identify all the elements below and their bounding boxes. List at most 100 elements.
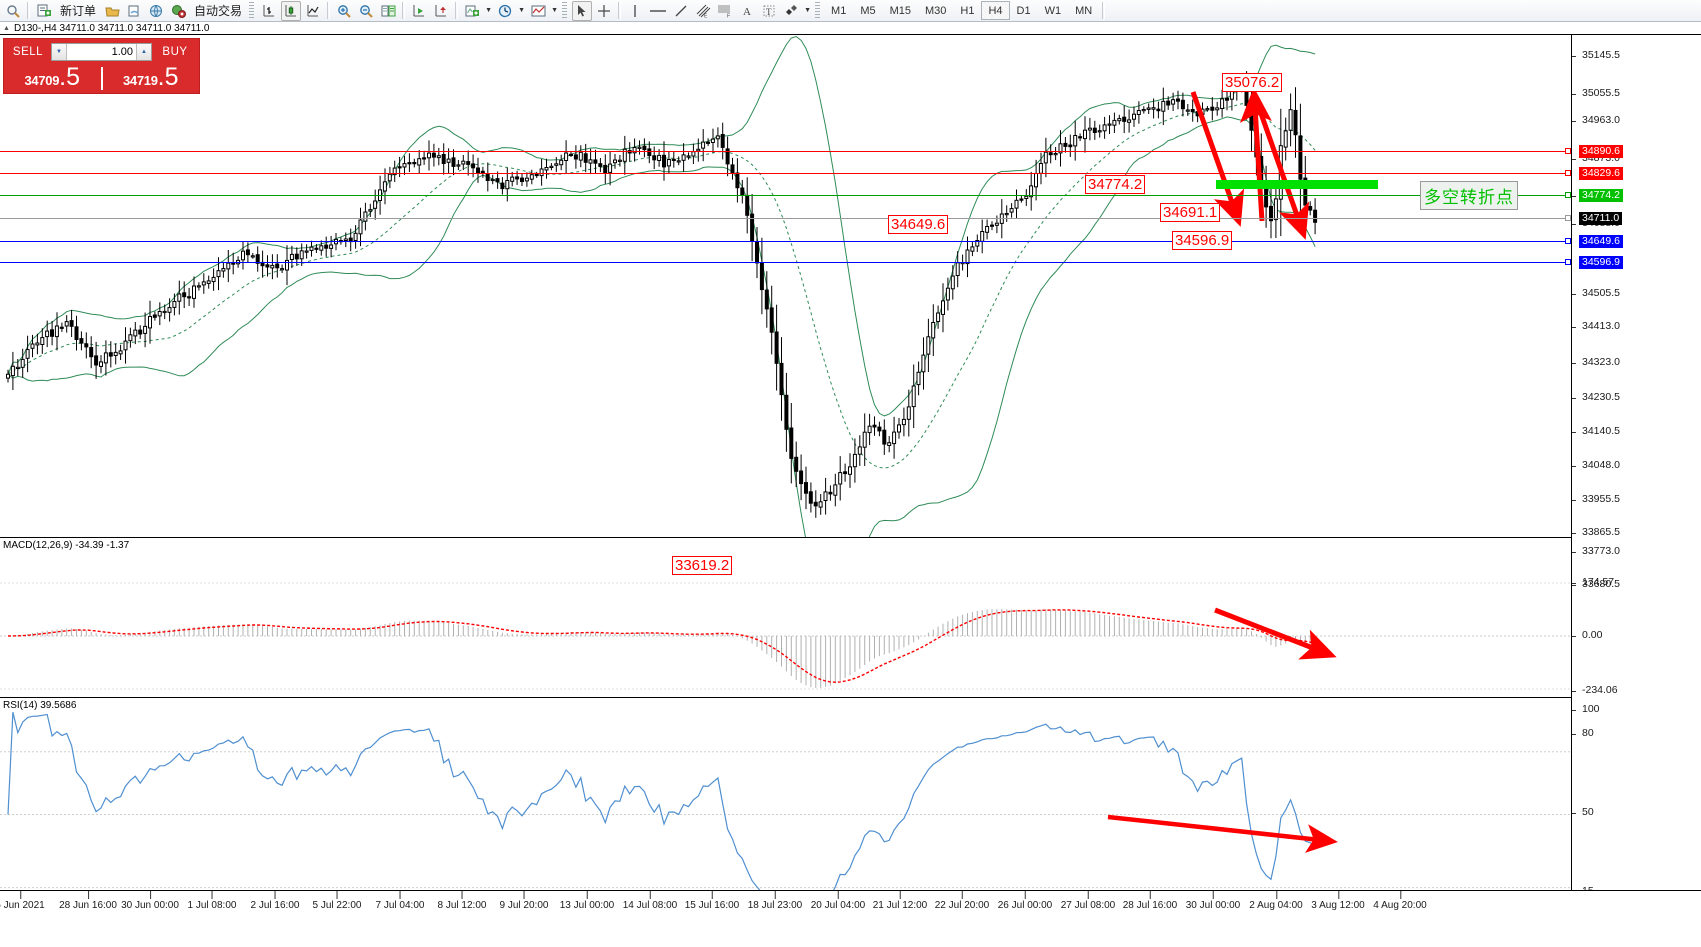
timeframe-m5[interactable]: M5 xyxy=(860,4,876,17)
timeframe-m30[interactable]: M30 xyxy=(925,4,947,17)
macd-pane[interactable]: MACD(12,26,9) -34.39 -1.37 xyxy=(0,537,1571,697)
price-label-last-price[interactable]: 34711.0 xyxy=(1579,212,1623,225)
templates-dropdown-arrow[interactable]: ▼ xyxy=(551,7,558,14)
shift-end-icon[interactable] xyxy=(431,1,451,21)
indicators-icon[interactable] xyxy=(462,1,482,21)
shapes-dropdown-arrow[interactable]: ▼ xyxy=(804,7,811,14)
indicators-dropdown-arrow[interactable]: ▼ xyxy=(485,7,492,14)
level-line-resistance-2[interactable] xyxy=(0,173,1571,174)
print-preview-icon[interactable] xyxy=(124,1,144,21)
price-axis[interactable]: 35145.535055.534963.034873.034774.234688… xyxy=(1571,35,1701,925)
line-chart-icon[interactable] xyxy=(303,1,323,21)
price-pane[interactable] xyxy=(0,35,1571,537)
vline-icon[interactable] xyxy=(625,1,645,21)
level-line-resistance-1-handle[interactable] xyxy=(1565,148,1571,154)
sell-button[interactable]: 34709.5 xyxy=(4,64,101,93)
annotation-33619[interactable]: 33619.2 xyxy=(672,556,733,575)
autotrading-icon[interactable] xyxy=(168,1,188,21)
timeframe-mn[interactable]: MN xyxy=(1075,4,1093,17)
chart-area[interactable]: MACD(12,26,9) -34.39 -1.37 RSI(14) 39.56… xyxy=(0,35,1701,938)
price-label-resistance-red[interactable]: 34890.6 xyxy=(1579,145,1623,158)
time-tick-label: 28 Jun 16:00 xyxy=(59,900,117,911)
level-line-resistance-1[interactable] xyxy=(0,151,1571,152)
price-label-support-blue[interactable]: 34649.6 xyxy=(1579,235,1623,248)
level-line-last-price-handle[interactable] xyxy=(1565,215,1571,221)
timeframe-m15[interactable]: M15 xyxy=(889,4,911,17)
equidistant-channel-icon[interactable]: E xyxy=(693,1,713,21)
toolbar-grip-2[interactable] xyxy=(562,2,568,19)
candle-chart-icon[interactable] xyxy=(281,0,302,21)
cursor-icon[interactable] xyxy=(572,0,593,21)
time-tick: 5 Jun 2021 xyxy=(0,891,45,911)
tile-windows-icon[interactable] xyxy=(378,1,398,21)
volume-stepper[interactable]: ▼ 1.00 ▲ xyxy=(51,42,152,61)
period-dropdown-arrow[interactable]: ▼ xyxy=(518,7,525,14)
annotation-34596[interactable]: 34596.9 xyxy=(1172,231,1233,250)
toolbar-grip[interactable] xyxy=(249,2,255,19)
level-line-last-price[interactable] xyxy=(0,218,1571,219)
toolbar-grip-3[interactable] xyxy=(815,2,821,19)
timeframe-h1[interactable]: H1 xyxy=(960,4,975,17)
price-tick: 33955.5 xyxy=(1572,493,1620,505)
trendline-icon[interactable] xyxy=(671,1,691,21)
autotrading-button[interactable]: 自动交易 xyxy=(194,4,243,18)
globe-icon[interactable] xyxy=(146,1,166,21)
price-label-pivot-green[interactable]: 34774.2 xyxy=(1579,189,1623,202)
new-order-icon[interactable] xyxy=(34,1,54,21)
one-click-trading-panel[interactable]: SELL ▼ 1.00 ▲ BUY 34709.5 34719.5 xyxy=(3,38,200,94)
level-line-support-2-handle[interactable] xyxy=(1565,259,1571,265)
buy-button[interactable]: 34719.5 xyxy=(103,64,200,93)
bar-chart-icon[interactable] xyxy=(259,1,279,21)
time-axis[interactable]: 5 Jun 2021 28 Jun 16:00 30 Jun 00:00 1 Jul … xyxy=(0,890,1701,938)
level-line-pivot[interactable] xyxy=(0,195,1571,196)
hline-icon[interactable] xyxy=(647,1,669,21)
price-tick: 33865.5 xyxy=(1572,526,1620,538)
level-line-support-1[interactable] xyxy=(0,241,1571,242)
annotation-34691[interactable]: 34691.1 xyxy=(1160,203,1221,222)
macd-tick: 0.00 xyxy=(1572,629,1602,641)
time-tick: 21 Jul 12:00 xyxy=(872,891,928,911)
price-tick: 34048.0 xyxy=(1572,459,1620,471)
level-line-resistance-2-handle[interactable] xyxy=(1565,170,1571,176)
templates-icon[interactable] xyxy=(528,1,548,21)
crosshair-icon[interactable] xyxy=(594,1,614,21)
folder-icon[interactable] xyxy=(102,1,122,21)
fibonacci-icon[interactable]: F xyxy=(715,1,735,21)
price-label-support-blue[interactable]: 34596.9 xyxy=(1579,256,1623,269)
zoom-in-icon[interactable] xyxy=(334,1,354,21)
rsi-title: RSI(14) 39.5686 xyxy=(3,700,80,711)
timeframe-w1[interactable]: W1 xyxy=(1044,4,1062,17)
volume-input[interactable]: 1.00 xyxy=(111,45,133,58)
timeframe-m1[interactable]: M1 xyxy=(831,4,847,17)
zoom-out-icon[interactable] xyxy=(356,1,376,21)
new-order-button[interactable]: 新订单 xyxy=(60,4,97,18)
svg-text:A: A xyxy=(743,6,751,18)
level-line-support-2[interactable] xyxy=(0,262,1571,263)
buy-label[interactable]: BUY xyxy=(162,45,188,58)
time-tick: 2 Aug 04:00 xyxy=(1249,891,1303,911)
text-icon[interactable]: T xyxy=(759,1,779,21)
level-line-pivot-handle[interactable] xyxy=(1565,192,1571,198)
time-tick-label: 8 Jul 12:00 xyxy=(437,900,487,911)
volume-increase-button[interactable]: ▲ xyxy=(136,43,151,60)
sell-label[interactable]: SELL xyxy=(12,45,44,58)
annotation-35076[interactable]: 35076.2 xyxy=(1222,73,1283,92)
level-line-support-1-handle[interactable] xyxy=(1565,238,1571,244)
timeframe-h4[interactable]: H4 xyxy=(981,1,1010,20)
time-tick: 4 Aug 20:00 xyxy=(1373,891,1427,911)
scroll-end-icon[interactable] xyxy=(409,1,429,21)
rsi-tick: 80 xyxy=(1572,727,1594,739)
annotation-34774[interactable]: 34774.2 xyxy=(1085,175,1146,194)
annotation-34649[interactable]: 34649.6 xyxy=(888,215,949,234)
collapse-triangle-icon[interactable]: ▲ xyxy=(3,24,10,32)
time-tick-label: 21 Jul 12:00 xyxy=(872,900,928,911)
price-label-resistance-red[interactable]: 34829.6 xyxy=(1579,167,1623,180)
volume-decrease-button[interactable]: ▼ xyxy=(52,43,67,60)
time-tick: 28 Jul 16:00 xyxy=(1123,891,1177,911)
period-icon[interactable] xyxy=(495,1,515,21)
search-icon[interactable] xyxy=(3,1,23,21)
time-tick: 5 Jul 22:00 xyxy=(313,891,361,911)
timeframe-d1[interactable]: D1 xyxy=(1016,4,1031,17)
text-label-icon[interactable]: A xyxy=(737,1,757,21)
shapes-icon[interactable] xyxy=(781,1,801,21)
